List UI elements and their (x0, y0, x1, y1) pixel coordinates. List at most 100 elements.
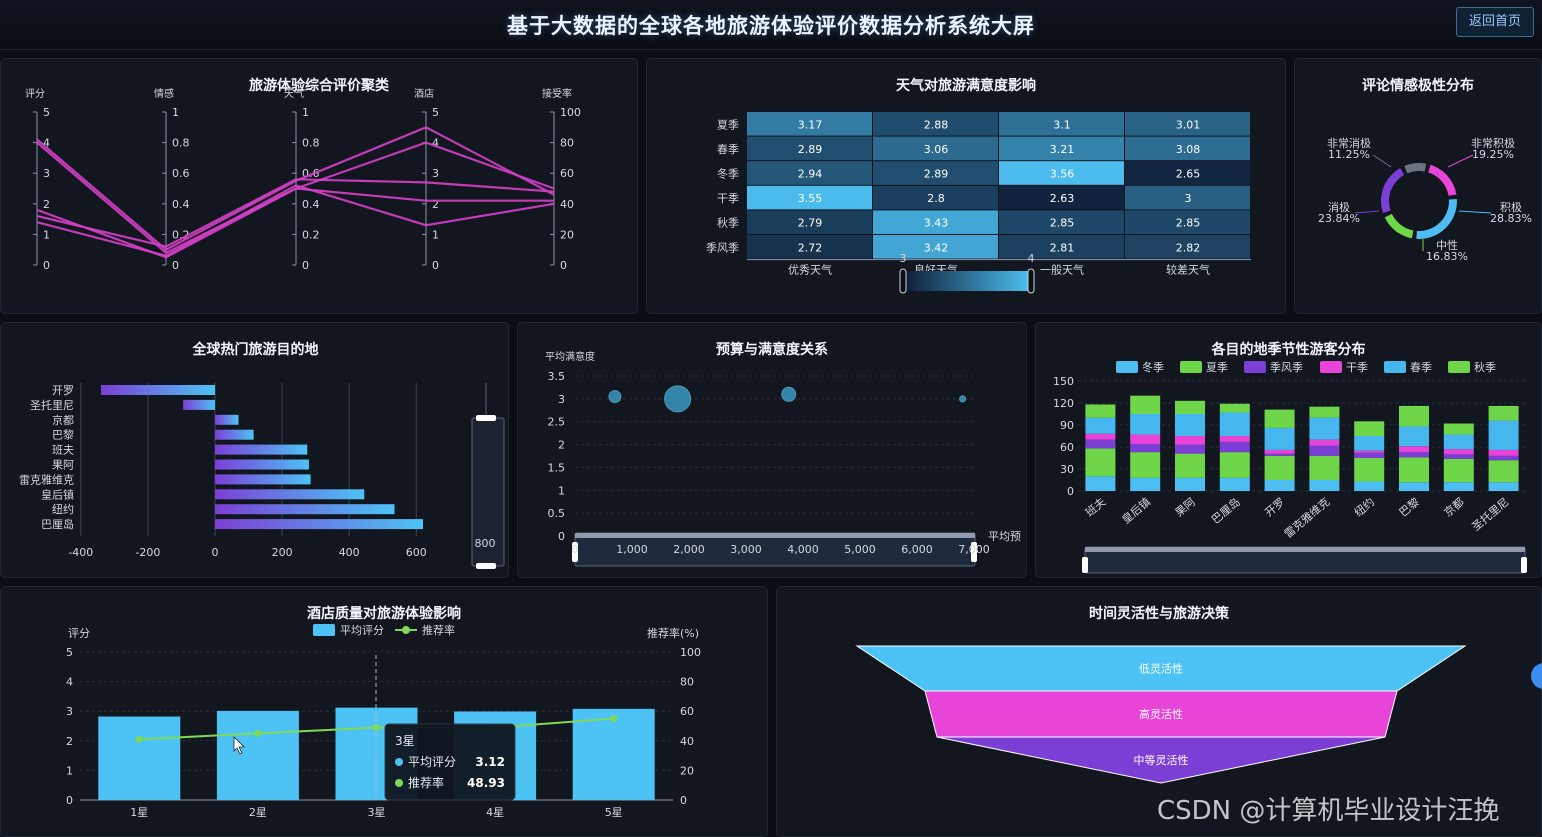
dest-tick-label: -400 (68, 546, 93, 559)
seasonal-bar-segment (1130, 477, 1161, 491)
hotel-line-point (610, 715, 618, 723)
hotel-category-label: 3星 (368, 806, 386, 819)
sentiment-label-name: 非常消极 (1327, 136, 1371, 150)
parallel-axis-name: 评分 (25, 88, 45, 100)
parallel-tick-label: 0.6 (172, 167, 190, 180)
destinations-chart: -400 -200 0 200 400 600 开罗圣托里尼京都巴黎班夫果阿雷克雅维克皇后镇… (19, 383, 505, 569)
seasonal-legend-label: 春季 (1410, 361, 1432, 374)
heatmap-cell-value: 2.72 (798, 241, 823, 254)
budget-zoom-handle-right (971, 542, 977, 562)
seasonal-bar-segment (1399, 482, 1429, 491)
side-float-button[interactable] (1531, 663, 1542, 689)
heatmap-cell (873, 185, 998, 210)
heatmap-cell-value: 3.55 (798, 192, 823, 205)
parallel-tick-label: 0 (172, 259, 179, 272)
seasonal-bar-segment (1264, 480, 1295, 491)
seasonal-bar-segment (1488, 449, 1519, 456)
hotel-tooltip-title: 3星 (395, 734, 415, 748)
seasonal-bar-segment (1264, 449, 1295, 454)
hotel-ytick-left: 3 (66, 705, 73, 718)
seasonal-bar-segment (1085, 439, 1116, 449)
heatmap-cell-value: 3.1 (1053, 118, 1071, 131)
budget-point-2 (781, 386, 797, 402)
parallel-tick-label: 20 (560, 228, 574, 241)
hotel-title: 酒店质量对旅游体验影响 (307, 606, 461, 622)
seasonal-bar-segment (1488, 420, 1519, 450)
hotel-line-point (373, 724, 380, 732)
seasonal-bar-segment (1488, 482, 1519, 491)
heatmap-panel: 天气对旅游满意度影响 夏季 3.17 2.88 3.1 3.01 春季 2.89 3.06 3.… (646, 58, 1286, 314)
heatmap-cell (999, 112, 1124, 136)
seasonal-bar-segment (1219, 436, 1250, 442)
sentiment-label-percent: 19.25% (1472, 148, 1514, 161)
parallel-tick-label: 40 (560, 198, 574, 211)
heatmap-row-label: 夏季 (717, 118, 739, 131)
parallel-tick-label: 1 (172, 106, 179, 119)
hotel-category-label: 5星 (605, 806, 623, 819)
sentiment-label-name: 消极 (1328, 200, 1350, 214)
heatmap-cell (999, 161, 1124, 185)
seasonal-legend-swatch (1244, 361, 1266, 373)
parallel-tick-label: 4 (43, 137, 50, 150)
parallel-tick-label: 0.2 (172, 228, 190, 241)
parallel-axis-name: 酒店 (414, 87, 434, 100)
seasonal-bar-segment (1219, 412, 1250, 436)
seasonal-title: 各目的地季节性游客分布 (1211, 342, 1366, 358)
budget-ytick-label: 3 (558, 393, 565, 406)
hotel-ytick-left: 0 (66, 794, 73, 807)
heatmap-cell (747, 185, 872, 210)
sentiment-slice-4 (1404, 163, 1427, 174)
dest-tick-label: 0 (212, 546, 219, 559)
parallel-axis-name: 接受率 (542, 87, 572, 100)
parallel-line-4 (36, 184, 555, 257)
dest-category-label: 皇后镇 (41, 487, 74, 501)
parallel-axis-name: 情感 (154, 87, 174, 100)
hotel-tooltip-row1-label: 平均评分 (408, 755, 456, 769)
hotel-ytick-right: 80 (680, 676, 694, 689)
home-button[interactable]: 返回首页 (1456, 7, 1534, 37)
heatmap-cell (1125, 161, 1250, 185)
seasonal-ytick-label: 30 (1060, 463, 1074, 476)
parallel-axis-name: 天气 (284, 87, 304, 100)
parallel-tick-label: 3 (432, 167, 439, 180)
seasonal-category-label: 圣托里尼 (1469, 495, 1512, 534)
dest-category-label: 开罗 (52, 384, 74, 397)
hotel-category-label: 1星 (130, 806, 148, 819)
heatmap-cell (873, 161, 998, 185)
hotel-legend-bar-swatch (313, 624, 335, 636)
budget-zoom-handle-left (572, 542, 578, 562)
destinations-panel: 全球热门旅游目的地 -400 -200 0 200 400 600 开罗 圣托里尼 京都 巴黎 班夫… (0, 322, 509, 578)
heatmap-cell (873, 136, 998, 161)
parallel-tick-label: 1 (302, 106, 309, 119)
seasonal-zoom-handle-right (1521, 557, 1527, 573)
heatmap-cell (747, 112, 872, 136)
sentiment-label-line (1447, 154, 1474, 168)
seasonal-legend-swatch (1320, 361, 1342, 373)
seasonal-bar-segment (1130, 434, 1161, 445)
parallel-line-3 (36, 178, 555, 248)
hotel-ylabel-left: 评分 (68, 627, 90, 640)
seasonal-bar-segment (1399, 426, 1429, 447)
sentiment-label-name: 非常积极 (1471, 136, 1515, 150)
dest-category-label: 圣托里尼 (30, 398, 74, 412)
parallel-tick-label: 4 (432, 137, 439, 150)
heatmap-cell-value: 2.89 (924, 168, 949, 181)
heatmap-cell-value: 3.06 (924, 143, 949, 156)
dest-zoom-handle-top (476, 415, 496, 421)
heatmap-cell (999, 185, 1124, 210)
parallel-tick-label: 0.8 (302, 137, 320, 150)
budget-xtick-label: 0 (572, 543, 579, 556)
seasonal-bar-segment (1219, 477, 1250, 491)
parallel-tick-label: 5 (43, 106, 50, 119)
sentiment-label-percent: 28.83% (1490, 212, 1532, 225)
dest-category-label: 班夫 (52, 444, 74, 457)
hotel-ytick-right: 100 (680, 646, 701, 659)
seasonal-bar-segment (1443, 482, 1474, 491)
heatmap-row-label: 季风季 (706, 241, 739, 254)
destinations-title: 全球热门旅游目的地 (192, 342, 319, 358)
parallel-tick-label: 0 (43, 259, 50, 272)
seasonal-bar-segment (1354, 458, 1385, 482)
seasonal-legend-label: 季风季 (1270, 361, 1303, 374)
